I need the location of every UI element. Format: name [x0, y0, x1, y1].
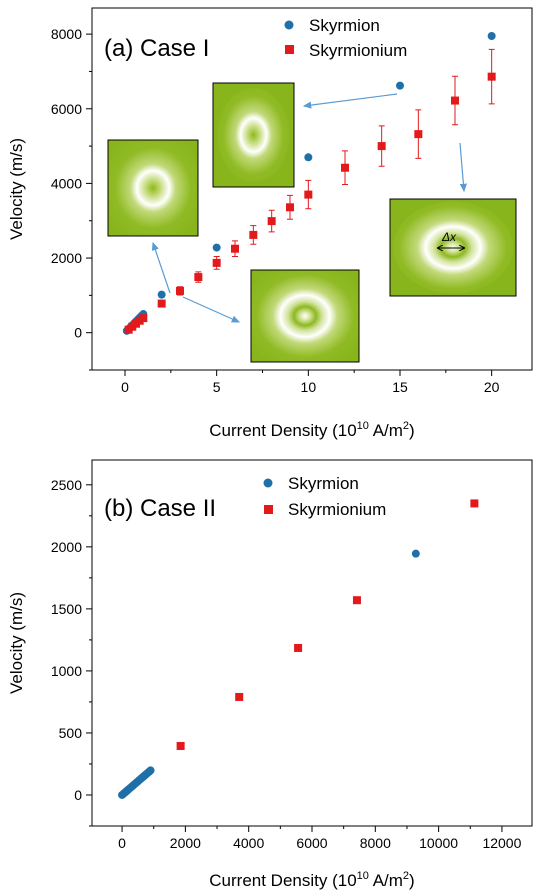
skyrmionium-point: [176, 741, 185, 750]
y-tick-label: 500: [59, 725, 83, 741]
x-tick-label: 10: [301, 379, 317, 395]
legend-marker-skyrmion-b: [263, 478, 273, 488]
legend-marker-skyrmion-a: [284, 20, 294, 30]
skyrmionium-point: [139, 314, 148, 323]
skyrmion-point: [396, 81, 404, 90]
y-tick-label: 8000: [51, 26, 82, 42]
panel-title-a: (a) Case I: [104, 35, 209, 62]
y-tick-label: 0: [74, 787, 82, 803]
x-tick-label: 20: [484, 379, 500, 395]
x-axis-label-b: Current Density (1010 A/m2): [209, 870, 414, 890]
legend-a: Skyrmion Skyrmionium: [284, 16, 407, 60]
skyrmionium-point: [249, 230, 258, 239]
skyrmionium-point: [235, 692, 244, 701]
skyrmionium-point: [194, 273, 203, 282]
x-tick-label: 6000: [296, 835, 327, 851]
skyrmion-point: [212, 243, 221, 252]
skyrmionium-point: [157, 299, 166, 308]
data-marks-a: [122, 31, 496, 335]
x-tick-label: 0: [118, 835, 126, 851]
y-tick-label: 1500: [51, 601, 82, 617]
y-tick-label: 2000: [51, 539, 82, 555]
panel-title-b: (b) Case II: [104, 495, 216, 522]
inset-skyrmionium-static: [250, 269, 360, 363]
legend-label-skyrmion-b: Skyrmion: [288, 474, 359, 493]
skyrmionium-point: [341, 163, 349, 172]
skyrmionium-point: [377, 142, 386, 151]
skyrmion-point: [487, 31, 496, 40]
skyrmionium-point: [352, 596, 361, 605]
inset-skyrmion-elongated: [212, 82, 295, 188]
x-axis-label-a: Current Density (1010 A/m2): [209, 420, 414, 440]
delta-x-label: Δx: [441, 230, 457, 244]
skyrmion-point: [304, 153, 313, 162]
x-tick-label: 15: [392, 379, 408, 395]
y-tick-label: 4000: [51, 175, 82, 191]
skyrmionium-point: [451, 96, 459, 105]
skyrmionium-point: [487, 72, 496, 81]
arrow-to-skyrmion-inset: [151, 241, 171, 294]
inset-skyrmionium-deformed: Δx: [389, 198, 517, 297]
skyrmionium-point: [267, 217, 276, 226]
y-tick-label: 0: [74, 325, 82, 341]
arrow-to-deformed-inset: [459, 142, 467, 193]
x-tick-label: 8000: [360, 835, 391, 851]
plot-frame-a: [91, 7, 533, 371]
x-axis-ticks-a: 0 5 10 15 20: [121, 370, 500, 395]
y-tick-label: 1000: [51, 663, 82, 679]
y-tick-label: 6000: [51, 101, 82, 117]
skyrmion-point: [157, 290, 166, 299]
y-tick-label: 2500: [51, 477, 82, 493]
arrow-to-elongated-inset: [302, 93, 398, 109]
y-axis-label-a: Velocity (m/s): [7, 138, 26, 240]
skyrmionium-point: [176, 286, 184, 295]
skyrmionium-point: [212, 258, 221, 267]
legend-marker-skyrmionium-a: [285, 45, 294, 54]
x-tick-label: 10000: [419, 835, 458, 851]
x-tick-label: 4000: [233, 835, 264, 851]
x-tick-label: 12000: [482, 835, 521, 851]
legend-label-skyrmionium-a: Skyrmionium: [309, 41, 407, 60]
x-tick-label: 2000: [170, 835, 201, 851]
skyrmionium-point: [470, 499, 479, 508]
arrow-to-skyrmionium-inset: [182, 296, 241, 323]
skyrmionium-point: [294, 643, 303, 652]
panel-case-i: 0 5 10 15 20 0 2000 4000 6000 8000 (a) Case I Cu…: [7, 7, 533, 440]
skyrmion-point: [146, 766, 155, 775]
legend-label-skyrmionium-b: Skyrmionium: [288, 500, 386, 519]
skyrmionium-point: [231, 244, 239, 253]
y-tick-label: 2000: [51, 250, 82, 266]
skyrmionium-point: [286, 203, 294, 212]
skyrmionium-point: [304, 190, 313, 199]
y-axis-ticks-a: 0 2000 4000 6000 8000: [51, 26, 92, 371]
legend-marker-skyrmionium-b: [264, 505, 273, 514]
x-tick-label: 0: [121, 379, 129, 395]
skyrmionium-point: [414, 130, 423, 139]
legend-label-skyrmion-a: Skyrmion: [309, 16, 380, 35]
x-axis-ticks-b: 0 2000 4000 6000 8000 10000 12000: [118, 826, 522, 851]
x-tick-label: 5: [213, 379, 221, 395]
y-axis-ticks-b: 0 500 1000 1500 2000 2500: [51, 477, 92, 827]
legend-b: Skyrmion Skyrmionium: [263, 474, 386, 519]
y-axis-label-b: Velocity (m/s): [7, 592, 26, 694]
inset-skyrmion-static: [107, 139, 199, 237]
panel-case-ii: 0 2000 4000 6000 8000 10000 12000 0 500 1000 1500…: [7, 459, 533, 890]
data-marks-b: [118, 499, 479, 799]
skyrmion-point: [411, 549, 420, 558]
